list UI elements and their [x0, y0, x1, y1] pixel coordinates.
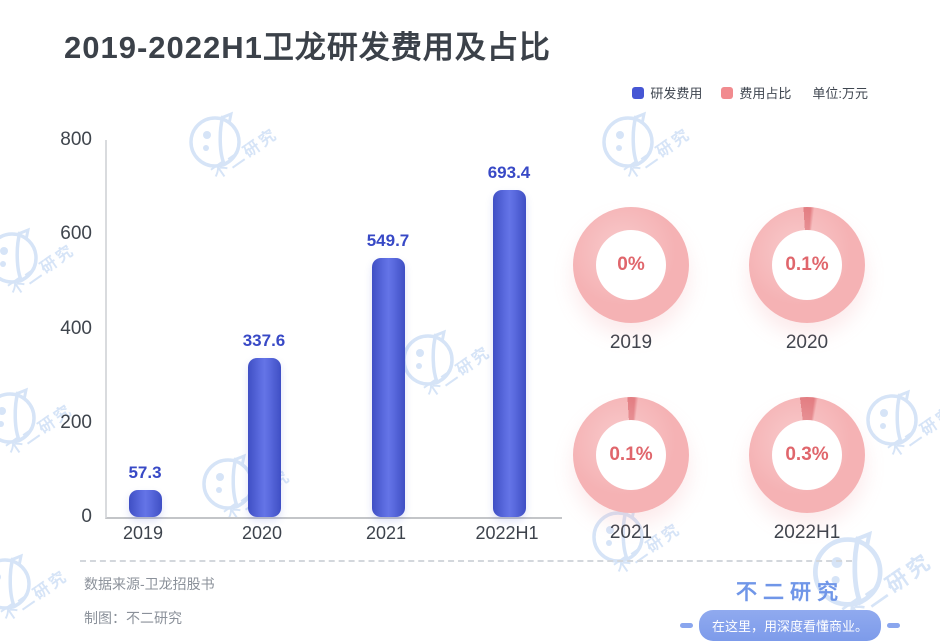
bar-group-2020: 337.6 — [229, 331, 299, 517]
chart-credit-text: 制图：不二研究 — [84, 610, 182, 626]
donut-year-label: 2021 — [609, 522, 653, 543]
brand-block: 不二研究 在这里，用深度看懂商业。 — [679, 576, 900, 641]
x-axis-label-2019: 2019 — [122, 523, 164, 543]
donut-cell-2019: 0% 2019 — [561, 207, 701, 354]
donut-hole: 0.1% — [596, 420, 666, 490]
y-axis-tick: 600 — [60, 223, 92, 244]
donut-year-label: 2019 — [609, 332, 653, 353]
legend-swatch-blue-icon — [632, 86, 645, 99]
bar-value-label: 693.4 — [487, 163, 531, 182]
legend-label: 费用占比 — [739, 86, 792, 101]
brand-watermark: 不二研究 — [0, 552, 105, 644]
watermark-text: 不二研究 — [886, 403, 940, 462]
y-axis-tick: 200 — [60, 412, 92, 433]
x-axis-label-2020: 2020 — [241, 523, 283, 543]
legend-item-rd-expense: 研发费用 — [632, 83, 702, 102]
bar-group-2021: 549.7 — [353, 231, 423, 517]
donut-ring-2021: 0.1% — [573, 397, 689, 513]
donut-year-label: 2022H1 — [773, 522, 841, 543]
donut-ring-2022h1: 0.3% — [749, 397, 865, 513]
donut-hole: 0.1% — [772, 230, 842, 300]
x-axis-label-2022h1: 2022H1 — [475, 523, 539, 543]
donut-percentage: 0.1% — [785, 254, 829, 275]
data-source-text: 数据来源-卫龙招股书 — [84, 576, 215, 592]
pill-dash-icon — [679, 622, 693, 628]
bar-2022h1 — [492, 190, 526, 517]
legend-label: 研发费用 — [650, 86, 703, 101]
legend-item-expense-ratio: 费用占比 — [721, 83, 791, 102]
brand-watermark: 不二研究 — [598, 110, 728, 220]
brand-tagline: 在这里，用深度看懂商业。 — [711, 619, 868, 634]
brand-watermark: 不二研究 — [0, 386, 110, 496]
bar-2019 — [128, 490, 162, 517]
bar-chart-plot-area: 57.3 337.6 549.7 693.4 — [105, 140, 562, 519]
donut-year-label: 2020 — [785, 332, 829, 353]
bar-group-2022h1: 693.4 — [474, 163, 544, 517]
brand-tagline-pill: 在这里，用深度看懂商业。 — [679, 610, 900, 641]
donut-cell-2020: 0.1% 2020 — [737, 207, 877, 354]
footer-divider — [80, 560, 852, 562]
legend-swatch-pink-icon — [721, 86, 734, 99]
watermark-text: 不二研究 — [622, 125, 695, 184]
donut-hole: 0% — [596, 230, 666, 300]
bar-value-label: 337.6 — [242, 331, 286, 350]
x-axis-label-2021: 2021 — [365, 523, 407, 543]
brand-name: 不二研究 — [736, 581, 844, 604]
y-axis-tick: 0 — [81, 506, 92, 527]
y-axis-tick: 400 — [60, 318, 92, 339]
bar-2021 — [371, 258, 405, 517]
watermark-text: 不二研究 — [6, 241, 79, 300]
bar-value-label: 57.3 — [128, 463, 162, 482]
bar-value-label: 549.7 — [366, 231, 410, 250]
bar-group-2019: 57.3 — [110, 463, 180, 517]
pill-dash-icon — [887, 622, 900, 628]
donut-percentage: 0.1% — [609, 444, 653, 465]
donut-percentage: 0.3% — [785, 444, 829, 465]
donut-cell-2022h1: 0.3% 2022H1 — [737, 397, 877, 544]
unit-label: 单位:万元 — [812, 86, 868, 101]
donut-percentage: 0% — [617, 254, 645, 275]
page-title: 2019-2022H1卫龙研发费用及占比 — [64, 30, 551, 65]
bar-2020 — [247, 358, 281, 517]
watermark-text: 不二研究 — [0, 567, 72, 626]
y-axis-tick: 800 — [60, 129, 92, 150]
chart-legend: 研发费用 费用占比 单位:万元 — [632, 83, 868, 102]
donut-ring-2019: 0% — [573, 207, 689, 323]
donut-hole: 0.3% — [772, 420, 842, 490]
donut-ring-2020: 0.1% — [749, 207, 865, 323]
donut-cell-2021: 0.1% 2021 — [561, 397, 701, 544]
